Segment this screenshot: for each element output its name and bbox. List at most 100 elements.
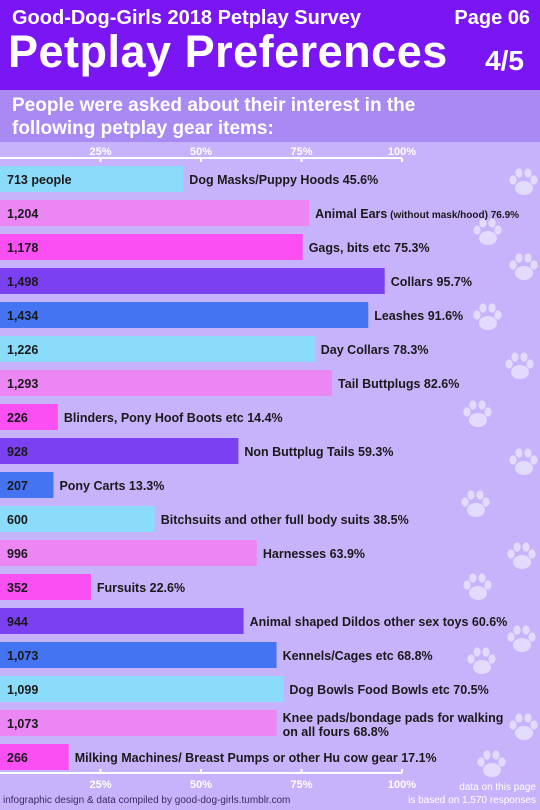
bar xyxy=(0,506,155,532)
bar xyxy=(0,370,333,396)
bar-category-label: Dog Bowls Food Bowls etc 70.5% xyxy=(289,683,488,697)
bar-category-label: Kennels/Cages etc 68.8% xyxy=(283,649,433,663)
bar-category-label: Non Buttplug Tails 59.3% xyxy=(244,445,393,459)
paw-icon xyxy=(473,218,502,245)
bar-row: 928 Non Buttplug Tails 59.3% xyxy=(0,438,393,464)
bar-count-label: 1,204 xyxy=(7,207,38,221)
bar-label-text: Knee pads/bondage pads for walking xyxy=(283,711,504,725)
bar-category-label: Fursuits 22.6% xyxy=(97,581,185,595)
bar-label-text: Blinders, Pony Hoof Boots etc 14.4% xyxy=(64,411,283,425)
footer-note: data on this page is based on 1,570 resp… xyxy=(408,781,536,807)
bar-category-label: Animal shaped Dildos other sex toys 60.6… xyxy=(250,615,508,629)
page-label: Page 06 xyxy=(454,7,530,29)
bar-row: 1,073 Knee pads/bondage pads for walkingo… xyxy=(0,710,503,739)
bar xyxy=(0,404,58,430)
x-tick-label-bottom: 50% xyxy=(190,779,212,791)
bar-count-label: 1,226 xyxy=(7,343,38,357)
bar-label-line2: on all fours 68.8% xyxy=(283,725,389,739)
bar-count-label: 944 xyxy=(7,615,28,629)
bar xyxy=(0,540,257,566)
bar-count-label: 928 xyxy=(7,445,28,459)
bar-count-label: 352 xyxy=(7,581,28,595)
bar-count-label: 600 xyxy=(7,513,28,527)
paw-icon xyxy=(463,400,492,427)
paw-icon xyxy=(477,750,506,777)
bar-row: 1,293 Tail Buttplugs 82.6% xyxy=(0,370,459,396)
bar-label-text: Kennels/Cages etc 68.8% xyxy=(283,649,433,663)
bar-category-label: Pony Carts 13.3% xyxy=(59,479,164,493)
bar xyxy=(0,268,385,294)
bar-row: 1,099 Dog Bowls Food Bowls etc 70.5% xyxy=(0,676,489,702)
bar-row: 1,226 Day Collars 78.3% xyxy=(0,336,428,362)
bar xyxy=(0,166,184,192)
bar xyxy=(0,200,310,226)
bar-row: 266 Milking Machines/ Breast Pumps or oth… xyxy=(0,744,437,770)
bar-count-label: 226 xyxy=(7,411,28,425)
bar-count-label: 1,498 xyxy=(7,275,38,289)
paw-icon xyxy=(509,448,538,475)
bar-category-label: Knee pads/bondage pads for walking xyxy=(283,711,504,725)
bar-label-text: Tail Buttplugs 82.6% xyxy=(338,377,459,391)
bar-label-text: Harnesses 63.9% xyxy=(263,547,365,561)
bar-label-text: Dog Masks/Puppy Hoods 45.6% xyxy=(189,173,378,187)
bar-row: 207 Pony Carts 13.3% xyxy=(0,472,164,498)
bar-label-text: Day Collars 78.3% xyxy=(321,343,429,357)
footer-note-line-1: data on this page xyxy=(459,782,536,793)
paw-icon xyxy=(463,573,492,600)
bar-label-text: Animal Ears xyxy=(315,207,387,221)
paw-icon xyxy=(509,713,538,740)
bar-category-label: Collars 95.7% xyxy=(391,275,472,289)
bar xyxy=(0,676,284,702)
paw-icon xyxy=(507,542,536,569)
bar-row: 600 Bitchsuits and other full body suits … xyxy=(0,506,409,532)
bar xyxy=(0,574,91,600)
bar-count-label: 996 xyxy=(7,547,28,561)
x-tick-label-top: 75% xyxy=(290,146,312,158)
bar-category-label: Blinders, Pony Hoof Boots etc 14.4% xyxy=(64,411,283,425)
bar-count-label: 713 people xyxy=(7,173,72,187)
paw-icon xyxy=(473,303,502,330)
bar-count-label: 1,073 xyxy=(7,717,38,731)
bar-count-label: 1,073 xyxy=(7,649,38,663)
bar-row: 1,498 Collars 95.7% xyxy=(0,268,472,294)
bar-category-label: Gags, bits etc 75.3% xyxy=(309,241,430,255)
bar-category-label: Animal Ears (without mask/hood) 76.9% xyxy=(315,207,519,221)
bar xyxy=(0,302,369,328)
paw-icon xyxy=(467,647,496,674)
bar xyxy=(0,438,239,464)
bar-category-label: Bitchsuits and other full body suits 38.… xyxy=(161,513,409,527)
bar-label-text: Gags, bits etc 75.3% xyxy=(309,241,430,255)
bar-row: 944 Animal shaped Dildos other sex toys 6… xyxy=(0,608,507,634)
paw-icon xyxy=(505,352,534,379)
bar-row: 1,204 Animal Ears (without mask/hood) 76.… xyxy=(0,200,519,226)
x-tick-label-bottom: 25% xyxy=(89,779,111,791)
bar-label-suffix: (without mask/hood) 76.9% xyxy=(387,210,519,221)
paw-icon xyxy=(461,490,490,517)
bar xyxy=(0,472,54,498)
intro-banner: People were asked about their interest i… xyxy=(0,90,540,142)
x-tick-label-bottom: 75% xyxy=(290,779,312,791)
bar-count-label: 1,293 xyxy=(7,377,38,391)
bar xyxy=(0,744,69,770)
bar-count-label: 1,434 xyxy=(7,309,38,323)
footer-credit: infographic design & data compiled by go… xyxy=(3,795,291,806)
x-tick-label-top: 100% xyxy=(388,146,416,158)
bar-count-label: 207 xyxy=(7,479,28,493)
bar-row: 1,178 Gags, bits etc 75.3% xyxy=(0,234,430,260)
bar-category-label: Harnesses 63.9% xyxy=(263,547,365,561)
survey-title: Good-Dog-Girls 2018 Petplay Survey xyxy=(12,7,361,29)
header-banner: Good-Dog-Girls 2018 Petplay Survey Page … xyxy=(0,0,540,90)
bar-label-text: Collars 95.7% xyxy=(391,275,472,289)
bar xyxy=(0,710,277,736)
bar-category-label: Leashes 91.6% xyxy=(374,309,463,323)
bar-row: 1,073 Kennels/Cages etc 68.8% xyxy=(0,642,433,668)
x-tick-label-bottom: 100% xyxy=(388,779,416,791)
bar-row: 713 people Dog Masks/Puppy Hoods 45.6% xyxy=(0,166,378,192)
bar-category-label: Tail Buttplugs 82.6% xyxy=(338,377,459,391)
bar-label-text: Animal shaped Dildos other sex toys 60.6… xyxy=(250,615,508,629)
bar-row: 1,434 Leashes 91.6% xyxy=(0,302,463,328)
paw-icon xyxy=(509,253,538,280)
bar xyxy=(0,608,244,634)
